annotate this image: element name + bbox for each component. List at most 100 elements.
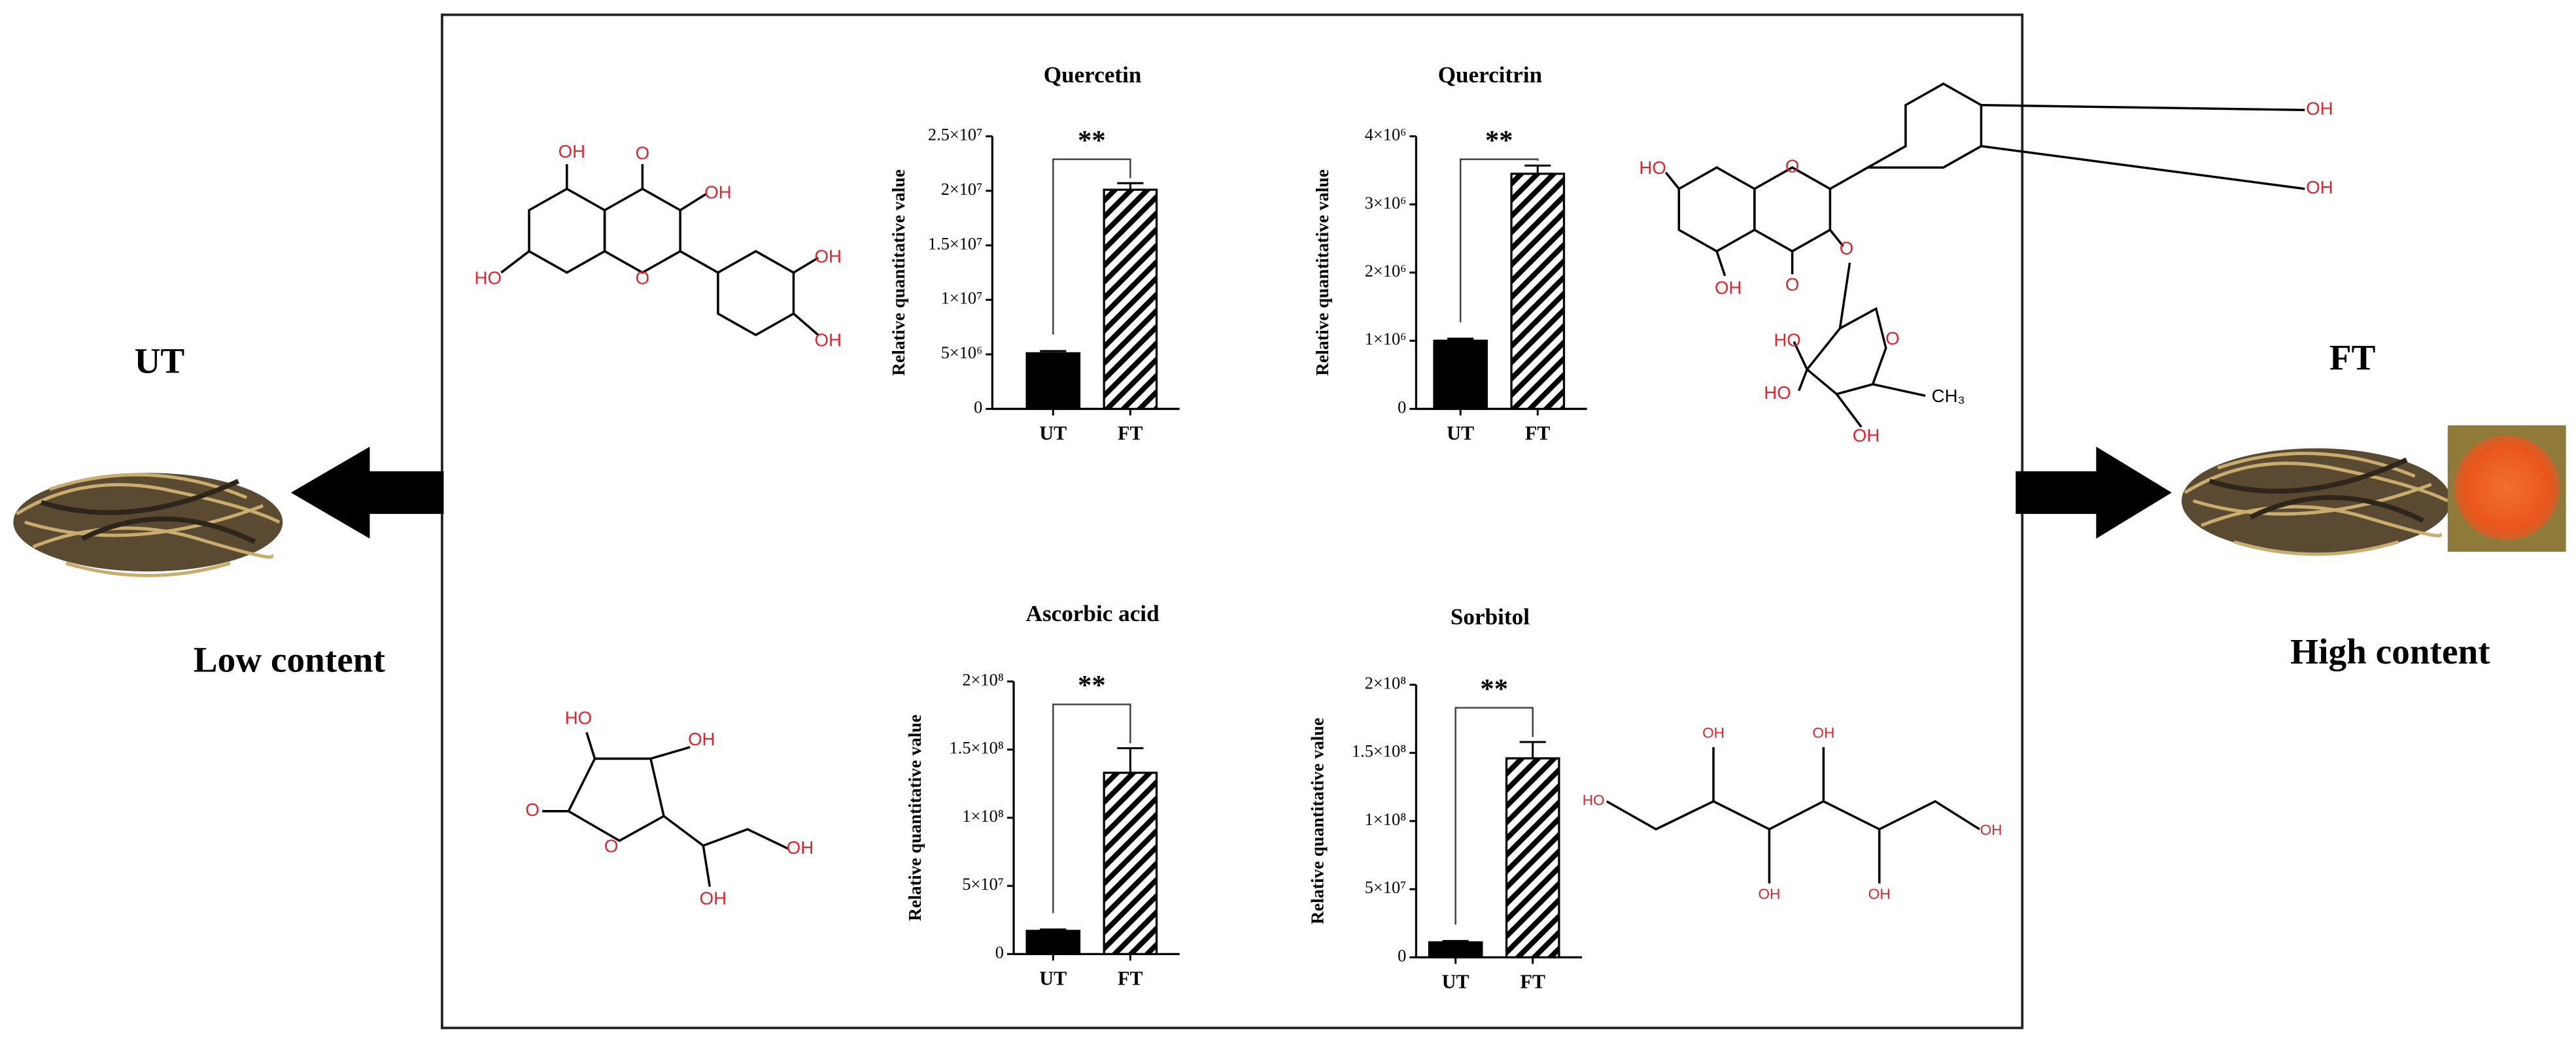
bar bbox=[1505, 757, 1560, 958]
x-tick-label: FT bbox=[1525, 422, 1551, 445]
atom-label: HO bbox=[565, 707, 592, 728]
y-tick-label: 0 bbox=[1398, 946, 1406, 965]
bar bbox=[1103, 188, 1158, 411]
atom-label: OH bbox=[688, 729, 715, 749]
atom-label: OH bbox=[787, 837, 814, 858]
significance-label: ** bbox=[1485, 125, 1513, 156]
x-tick-label: FT bbox=[1520, 970, 1546, 992]
error-bar bbox=[1117, 747, 1144, 773]
left-title: UT bbox=[135, 341, 185, 380]
atom-label: O bbox=[525, 800, 539, 820]
right-title: FT bbox=[2329, 337, 2376, 377]
atom-label: OH bbox=[700, 888, 727, 909]
atom-label: OH bbox=[814, 246, 841, 267]
atom-label: O bbox=[1785, 156, 1799, 176]
bar bbox=[1510, 173, 1566, 411]
significance-bracket bbox=[1052, 158, 1131, 335]
y-tick-label: 2×10⁸ bbox=[1365, 673, 1407, 692]
y-tick-label: 2×10⁶ bbox=[1365, 262, 1407, 280]
x-tick-label: UT bbox=[1442, 970, 1469, 992]
atom-label: OH bbox=[1853, 425, 1880, 445]
error-bar bbox=[1117, 182, 1144, 190]
ascorbic-bonds bbox=[542, 732, 789, 887]
atom-label: O bbox=[636, 267, 649, 288]
y-tick-label: 0 bbox=[1398, 397, 1406, 416]
significance-bracket bbox=[1052, 703, 1131, 913]
atom-label: O bbox=[1885, 328, 1899, 348]
bar bbox=[1025, 352, 1081, 411]
error-bar bbox=[1519, 741, 1546, 758]
fungal-colony bbox=[2454, 435, 2560, 541]
atom-label: HO bbox=[475, 267, 502, 288]
atom-label: HO bbox=[1774, 330, 1800, 350]
atom-label: OH bbox=[2306, 177, 2333, 197]
error-bar bbox=[1524, 164, 1551, 174]
chart-title: Ascorbic acid bbox=[1026, 601, 1160, 626]
atom-label: OH bbox=[2306, 99, 2333, 119]
frame bbox=[441, 13, 2024, 1030]
y-tick-label: 2.5×10⁷ bbox=[928, 126, 982, 144]
y-tick-label: 5×10⁷ bbox=[962, 875, 1004, 894]
x-tick-label: UT bbox=[1039, 967, 1067, 989]
error-bar bbox=[1442, 939, 1469, 943]
atom-label: HO bbox=[1639, 158, 1666, 178]
x-tick-label: FT bbox=[1118, 967, 1143, 989]
atom-label: O bbox=[636, 143, 649, 163]
atom-label: OH bbox=[1759, 886, 1781, 902]
atom-label: HO bbox=[1764, 382, 1791, 403]
atom-label: O bbox=[1840, 238, 1853, 258]
error-bar bbox=[1447, 337, 1474, 341]
y-tick-label: 1×10⁸ bbox=[962, 807, 1004, 826]
left-note: Low content bbox=[194, 639, 386, 679]
y-tick-label: 2×10⁸ bbox=[962, 670, 1004, 689]
y-axis-label: Relative quantitative value bbox=[904, 715, 925, 921]
significance-bracket bbox=[1459, 158, 1539, 322]
x-tick-label: FT bbox=[1118, 422, 1143, 445]
atom-label: OH bbox=[1868, 886, 1891, 902]
y-tick-label: 1×10⁶ bbox=[1365, 329, 1407, 348]
bar bbox=[1433, 339, 1488, 411]
atom-label: OH bbox=[1702, 725, 1725, 741]
right-arrow bbox=[2016, 447, 2172, 539]
significance-bracket bbox=[1454, 707, 1534, 925]
bar bbox=[1025, 930, 1081, 955]
y-tick-label: 1×10⁸ bbox=[1365, 810, 1407, 829]
y-tick-label: 3×10⁶ bbox=[1365, 194, 1407, 212]
atom-label: OH bbox=[1715, 277, 1742, 297]
y-axis-label: Relative quantitative value bbox=[888, 169, 908, 376]
atom-label: CH₃ bbox=[1932, 386, 1965, 406]
y-tick-label: 5×10⁶ bbox=[941, 343, 983, 362]
left-arrow bbox=[290, 447, 444, 539]
bar bbox=[1103, 771, 1158, 955]
x-tick-label: UT bbox=[1447, 422, 1474, 445]
atom-label: HO bbox=[1583, 792, 1605, 809]
y-tick-label: 1.5×10⁸ bbox=[1352, 742, 1406, 761]
y-axis-label: Relative quantitative value bbox=[1312, 169, 1332, 376]
y-tick-label: 1.5×10⁸ bbox=[950, 739, 1004, 758]
y-tick-label: 1×10⁷ bbox=[941, 289, 983, 308]
y-tick-label: 2×10⁷ bbox=[941, 180, 983, 199]
sorbitol-bonds bbox=[1606, 747, 1980, 884]
significance-label: ** bbox=[1480, 673, 1508, 704]
tea-leaves-left bbox=[13, 473, 283, 577]
significance-label: ** bbox=[1078, 125, 1106, 156]
atom-label: OH bbox=[1812, 725, 1834, 741]
error-bar bbox=[1040, 350, 1067, 354]
error-bar bbox=[1040, 928, 1067, 931]
y-tick-label: 0 bbox=[995, 943, 1004, 962]
y-tick-label: 1.5×10⁷ bbox=[928, 234, 982, 253]
x-tick-label: UT bbox=[1039, 422, 1067, 445]
atom-label: OH bbox=[558, 141, 585, 161]
y-tick-label: 4×10⁶ bbox=[1365, 126, 1407, 144]
atom-label: O bbox=[1785, 274, 1799, 294]
atom-label: OH bbox=[704, 182, 731, 203]
significance-label: ** bbox=[1078, 670, 1106, 701]
y-tick-label: 0 bbox=[974, 397, 982, 416]
chart-title: Quercitrin bbox=[1438, 62, 1543, 88]
quercitrin-bonds bbox=[1664, 82, 2305, 428]
bar bbox=[1428, 941, 1483, 958]
atom-label: O bbox=[604, 835, 618, 856]
y-axis-label: Relative quantitative value bbox=[1307, 718, 1328, 924]
chart-title: Sorbitol bbox=[1451, 604, 1530, 630]
